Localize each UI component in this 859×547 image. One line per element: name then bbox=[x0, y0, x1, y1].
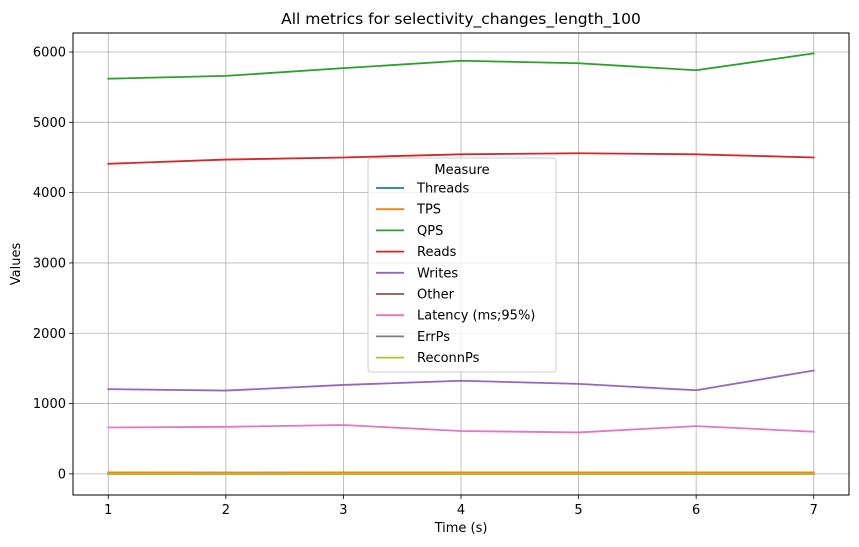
y-axis-label: Values bbox=[9, 243, 24, 286]
x-tick-label: 7 bbox=[810, 503, 818, 518]
series-line-qps bbox=[107, 52, 815, 80]
series-line-writes bbox=[107, 369, 815, 392]
legend-label: Reads bbox=[417, 245, 457, 260]
legend-label: QPS bbox=[417, 224, 443, 239]
legend-box bbox=[367, 157, 557, 373]
y-tick-label: 2000 bbox=[33, 327, 66, 342]
chart-title: All metrics for selectivity_changes_leng… bbox=[281, 10, 641, 29]
legend-label: ReconnPs bbox=[417, 351, 480, 366]
x-tick-label: 5 bbox=[574, 503, 582, 518]
series-line-latency-ms-95 bbox=[107, 424, 815, 434]
legend: Measure Threads TPS QPS Reads Writes Other Lat… bbox=[367, 157, 557, 373]
legend-label: Writes bbox=[417, 266, 458, 281]
series-line-reads bbox=[107, 152, 815, 165]
legend-items: Threads TPS QPS Reads Writes Other Latency (ms… bbox=[376, 182, 535, 366]
x-axis-label: Time (s) bbox=[434, 521, 488, 536]
y-tick-label: 1000 bbox=[33, 397, 66, 412]
legend-title: Measure bbox=[434, 163, 489, 178]
x-tick-label: 2 bbox=[222, 503, 230, 518]
legend-label: Threads bbox=[416, 182, 469, 197]
series-lines bbox=[107, 52, 815, 475]
x-tick-label: 4 bbox=[457, 503, 465, 518]
y-tick-label: 6000 bbox=[33, 45, 66, 60]
x-tick-label: 1 bbox=[104, 503, 112, 518]
legend-label: Latency (ms;95%) bbox=[417, 309, 535, 324]
y-tick-label: 5000 bbox=[33, 116, 66, 131]
legend-label: Other bbox=[417, 288, 455, 303]
legend-label: TPS bbox=[416, 203, 441, 218]
ticks: 1 2 3 4 5 6 7 0 1000 2000 3000 4000 5000 6000 bbox=[33, 45, 818, 518]
x-tick-label: 3 bbox=[339, 503, 347, 518]
y-tick-label: 0 bbox=[58, 467, 66, 482]
y-tick-label: 4000 bbox=[33, 186, 66, 201]
x-tick-label: 6 bbox=[692, 503, 700, 518]
legend-label: ErrPs bbox=[417, 330, 450, 345]
y-tick-label: 3000 bbox=[33, 256, 66, 271]
